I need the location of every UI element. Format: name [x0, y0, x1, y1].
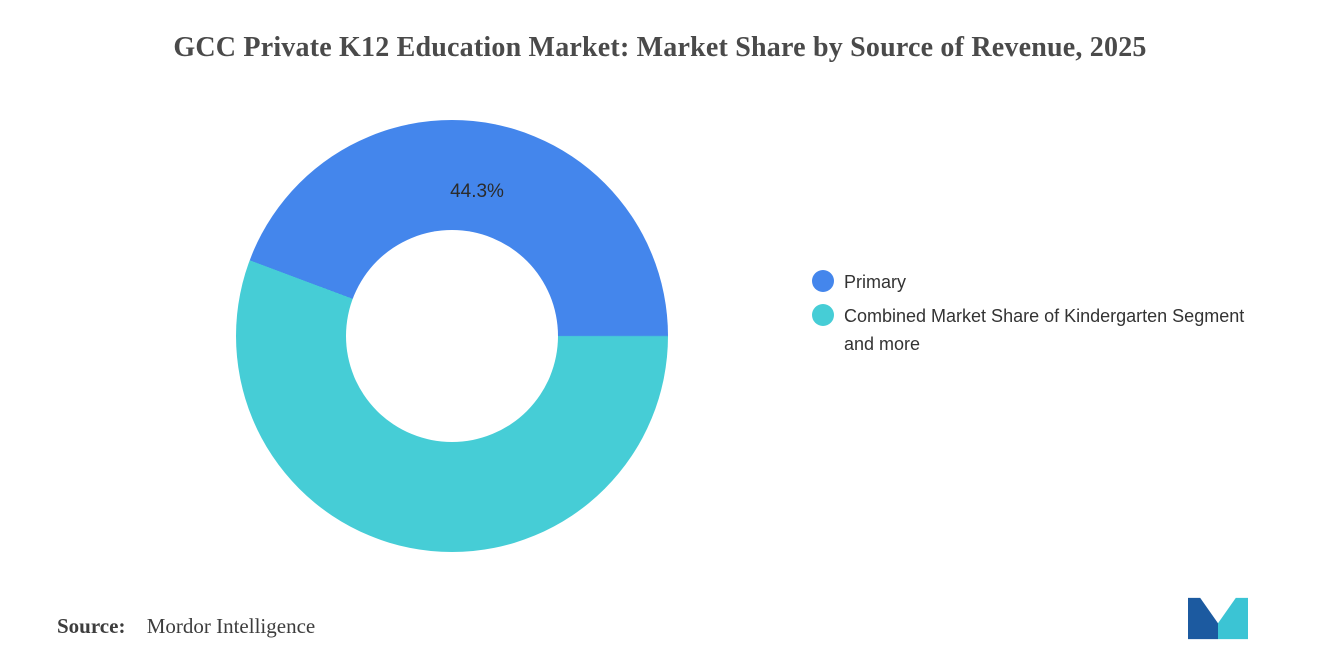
donut-hole — [346, 230, 558, 442]
legend-item-primary[interactable]: Primary — [812, 268, 1262, 296]
mordor-intelligence-logo — [1188, 597, 1248, 640]
donut-chart[interactable]: 44.3% — [236, 120, 668, 552]
legend-label-kindergarten: Combined Market Share of Kindergarten Se… — [844, 306, 1245, 354]
chart-legend: Primary Combined Market Share of Kinderg… — [812, 268, 1262, 364]
logo-left-shape — [1188, 597, 1218, 640]
legend-label-primary: Primary — [844, 272, 906, 292]
slice-data-label: 44.3% — [450, 181, 504, 202]
legend-dot-kindergarten — [812, 304, 834, 326]
legend-dot-primary — [812, 270, 834, 292]
logo-right-shape — [1218, 597, 1248, 640]
source-line: Source: Mordor Intelligence — [57, 614, 315, 639]
chart-title: GCC Private K12 Education Market: Market… — [173, 32, 1147, 63]
source-label: Source: — [57, 614, 126, 638]
source-value: Mordor Intelligence — [146, 614, 316, 638]
legend-item-kindergarten[interactable]: Combined Market Share of Kindergarten Se… — [812, 302, 1262, 358]
